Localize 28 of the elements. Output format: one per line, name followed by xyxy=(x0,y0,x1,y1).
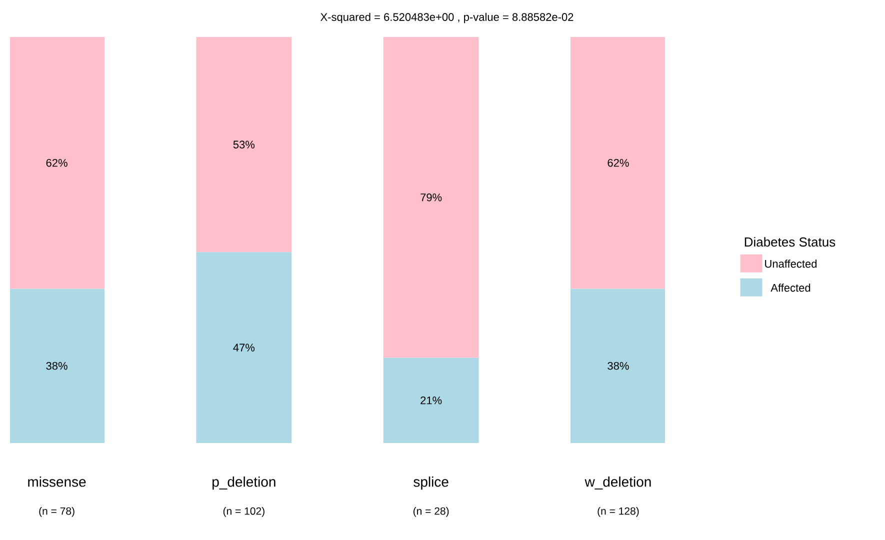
bar xyxy=(196,36,292,252)
data-label: 79% xyxy=(420,193,442,202)
bar xyxy=(10,36,105,289)
data-label: 62% xyxy=(46,158,68,167)
legend-title: Diabetes Status xyxy=(744,237,836,247)
text: (n = 128) xyxy=(598,507,639,517)
bar xyxy=(196,252,292,443)
text: (n = 102) xyxy=(223,507,264,517)
x-tick-label: splice xyxy=(414,476,448,490)
bar xyxy=(383,358,479,443)
data-label: 53% xyxy=(233,140,255,148)
data-label: 47% xyxy=(233,344,255,352)
data-label: 21% xyxy=(420,396,442,404)
x-tick-label: w_deletion xyxy=(584,476,651,490)
data-label: 38% xyxy=(46,362,68,370)
bar xyxy=(570,288,666,443)
chart-title: X-squared = 6.520483e+00 , p-value = 8.88582e-02 xyxy=(320,12,574,24)
data-label: 38% xyxy=(608,362,629,370)
x-tick-label: missense xyxy=(28,476,86,487)
bar xyxy=(10,288,105,443)
data-label: 62% xyxy=(608,158,629,167)
x-tick-label: p_deletion xyxy=(212,476,276,490)
text: (n = 28) xyxy=(413,507,449,517)
bar xyxy=(383,36,479,358)
legend-label: Affected xyxy=(770,284,810,292)
bar xyxy=(570,36,666,289)
legend-label: Unaffected xyxy=(765,260,817,268)
text: (n = 78) xyxy=(39,507,74,517)
